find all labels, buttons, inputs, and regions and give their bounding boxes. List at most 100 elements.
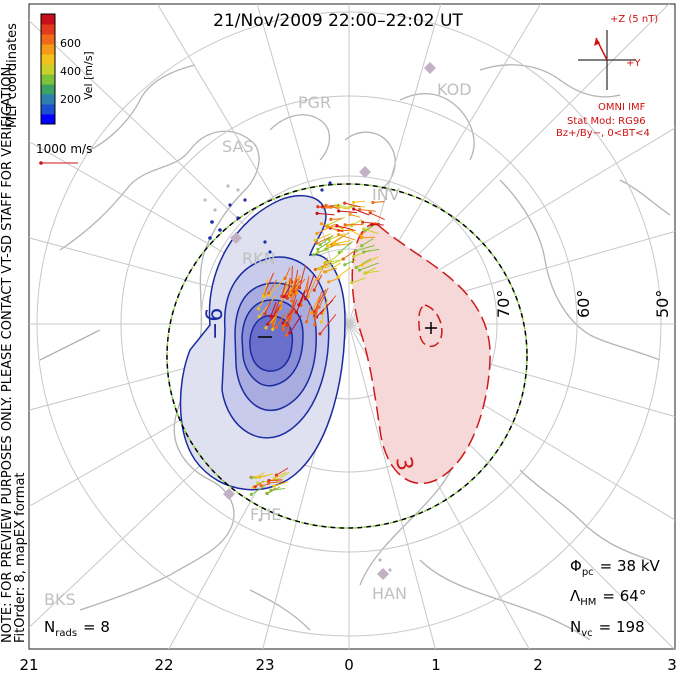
velocity-vector <box>316 223 336 234</box>
velocity-vector <box>296 275 300 293</box>
velocity-vector <box>298 290 306 305</box>
velocity-vector <box>305 274 315 299</box>
vector-origin <box>327 280 331 284</box>
velocity-vector <box>362 221 381 225</box>
vector-origin <box>256 481 260 485</box>
latitude-label-50: 50° <box>653 290 672 318</box>
radar-points <box>208 181 332 254</box>
vector-origin <box>312 253 316 257</box>
vector-origin <box>350 281 354 285</box>
velocity-vector <box>262 277 269 297</box>
velocity-vector <box>275 314 285 328</box>
vector-origin <box>269 314 273 318</box>
vector-origin <box>337 209 341 213</box>
velocity-vector <box>251 485 265 495</box>
colorbar-segment <box>41 94 55 105</box>
positive-potential-cell: 3 <box>351 223 491 485</box>
velocity-scale-vector <box>39 161 78 165</box>
velocity-vector <box>291 266 293 282</box>
velocity-vector <box>349 213 361 218</box>
vector-origin <box>310 311 314 315</box>
colorbar-segment <box>41 14 55 25</box>
velocity-vector <box>336 225 354 231</box>
vector-origin <box>337 233 341 237</box>
imf-condition: Bz+/By−, 0<BT<4 <box>556 128 650 139</box>
colorbar-segment <box>41 104 55 115</box>
velocity-vector <box>272 299 283 326</box>
velocity-vector <box>321 223 339 232</box>
velocity-vector <box>344 259 356 266</box>
velocity-vector <box>369 212 385 221</box>
vector-origin <box>259 484 263 488</box>
velocity-vector <box>317 240 331 250</box>
velocity-vector <box>276 467 289 476</box>
negative-potential-cell: −6 <box>179 194 346 491</box>
vector-origin <box>368 211 372 215</box>
station-markers <box>223 62 436 580</box>
velocity-vector <box>329 232 346 241</box>
vector-origin <box>305 320 309 324</box>
station-fhe: FHE <box>250 505 281 524</box>
mlt-tick-23: 23 <box>255 656 274 674</box>
positive-contour-label: 3 <box>390 455 417 473</box>
vector-origin <box>360 244 364 248</box>
grey-ground-points <box>203 184 392 572</box>
velocity-vector <box>313 274 323 291</box>
colorbar-label: Vel [m/s] <box>82 51 95 100</box>
vector-origin <box>354 249 358 253</box>
velocity-vector <box>328 250 344 263</box>
colorbar-segment <box>41 34 55 45</box>
vector-origin <box>288 331 292 335</box>
vector-origin <box>354 265 358 270</box>
vector-origin <box>304 297 308 301</box>
velocity-vector <box>331 243 352 247</box>
colorbar-segment <box>41 54 55 65</box>
vector-origin <box>288 291 292 295</box>
velocity-vector <box>255 472 265 478</box>
vector-origin <box>335 224 339 228</box>
velocity-vector <box>363 248 380 253</box>
vector-origin <box>298 286 302 290</box>
mlt-tick-22: 22 <box>154 656 173 674</box>
velocity-vector <box>284 267 291 279</box>
preview-watermark: NOTE: FOR PREVIEW PURPOSES ONLY. PLEASE … <box>0 63 15 643</box>
latitude-label-60: 60° <box>574 290 593 318</box>
station-inv: INV <box>372 185 400 204</box>
vector-origin <box>316 205 320 209</box>
vector-origin <box>336 275 340 279</box>
vector-origin <box>272 484 276 488</box>
vector-origin <box>271 327 275 332</box>
velocity-vector <box>285 315 293 336</box>
vector-origin <box>285 296 289 300</box>
velocity-vector <box>371 223 384 226</box>
imf-dial: +Z (5 nT) +Y OMNI IMF Stat Mod: RG96 Bz+… <box>556 14 658 139</box>
velocity-vector <box>299 265 306 288</box>
vector-origin <box>357 268 362 272</box>
vector-origin <box>359 236 363 240</box>
vector-origin <box>284 333 288 337</box>
imf-y-label: +Y <box>626 58 641 69</box>
velocity-vector <box>353 200 366 203</box>
velocity-vector <box>325 204 339 210</box>
colorbar-tick-600: 600 <box>60 37 81 50</box>
vector-origin <box>267 478 271 483</box>
velocity-vector <box>359 209 376 212</box>
velocity-vector <box>334 240 351 245</box>
velocity-vector <box>263 272 275 296</box>
vector-origin <box>362 227 366 231</box>
vector-origin <box>264 326 268 330</box>
vector-origin <box>327 260 331 264</box>
imf-source: OMNI IMF <box>598 102 646 113</box>
velocity-vector <box>289 315 302 334</box>
vector-origin <box>250 476 254 480</box>
vector-origin <box>352 207 356 211</box>
vector-origin <box>333 242 337 246</box>
velocity-vector <box>351 277 366 284</box>
latitude-label-70: 70° <box>494 290 513 318</box>
fit-info: FitOrder: 8, mapEX format <box>13 472 28 643</box>
velocity-vector <box>307 277 317 297</box>
colorbar-segment <box>41 64 55 75</box>
velocity-vector <box>338 234 356 241</box>
station-kod: KOD <box>437 80 472 99</box>
